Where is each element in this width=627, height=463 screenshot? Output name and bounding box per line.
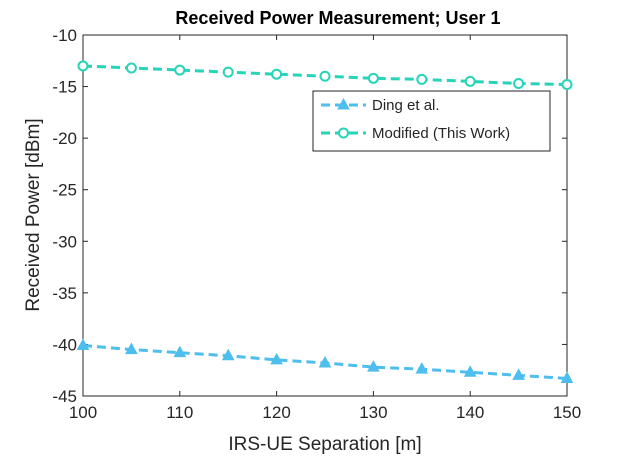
data-point-ding-et-al <box>560 371 574 383</box>
data-point-ding-et-al <box>512 368 525 380</box>
series-modified-this-work <box>77 60 573 91</box>
y-tick-label: -35 <box>52 284 77 303</box>
legend-label-ding: Ding et al. <box>372 97 440 114</box>
x-tick-label: 150 <box>553 403 581 422</box>
x-tick-label: 130 <box>359 403 387 422</box>
data-point-modified-this-work <box>561 79 573 91</box>
data-point-ding-et-al <box>221 348 235 361</box>
data-point-modified-this-work <box>319 70 331 82</box>
plot-area <box>82 34 568 397</box>
data-point-modified-this-work <box>222 66 234 78</box>
legend-entry-modified: Modified (This Work) <box>321 125 510 142</box>
data-point-modified-this-work <box>464 75 476 87</box>
y-tick-label: -10 <box>52 26 77 45</box>
data-point-modified-this-work <box>513 77 525 89</box>
y-tick-label: -45 <box>52 387 77 406</box>
data-point-ding-et-al <box>318 355 332 368</box>
axis-ticks: 100 110 120 130 140 150 -45 -40 -35 -30 -25 -20 -15 -… <box>52 26 581 422</box>
legend-entry-ding: Ding et al. <box>321 97 440 114</box>
y-tick-label: -30 <box>52 232 77 251</box>
x-tick-label: 120 <box>262 403 290 422</box>
series-layer <box>76 60 574 383</box>
data-point-modified-this-work <box>174 64 186 76</box>
data-point-modified-this-work <box>125 62 137 74</box>
x-tick-label: 110 <box>166 403 193 422</box>
data-point-ding-et-al <box>463 365 477 377</box>
data-point-ding-et-al <box>270 352 283 365</box>
data-point-modified-this-work <box>271 68 283 80</box>
legend-label-modified: Modified (This Work) <box>372 125 510 142</box>
legend-box <box>312 90 551 152</box>
x-axis-label: IRS-UE Separation [m] <box>228 434 421 455</box>
x-tick-label: 100 <box>69 403 97 422</box>
x-tick-label: 140 <box>456 403 484 422</box>
legend: Ding et al. Modified (This Work) <box>312 90 551 152</box>
y-tick-label: -20 <box>52 129 77 148</box>
data-point-modified-this-work <box>367 72 379 84</box>
data-point-ding-et-al <box>125 342 138 355</box>
y-tick-label: -25 <box>52 181 77 200</box>
y-tick-label: -40 <box>52 335 77 354</box>
data-point-ding-et-al <box>367 360 380 372</box>
data-point-modified-this-work <box>416 73 428 85</box>
legend-marker-ding <box>337 97 350 110</box>
data-point-ding-et-al <box>173 345 187 358</box>
y-tick-label: -15 <box>52 78 77 97</box>
data-point-modified-this-work <box>77 60 89 72</box>
chart-title: Received Power Measurement; User 1 <box>175 8 500 28</box>
series-ding-et-al <box>76 338 574 383</box>
legend-marker-modified <box>338 127 349 139</box>
data-point-ding-et-al <box>76 338 90 350</box>
y-axis-label: Received Power [dBm] <box>23 118 44 311</box>
data-point-ding-et-al <box>415 362 429 374</box>
